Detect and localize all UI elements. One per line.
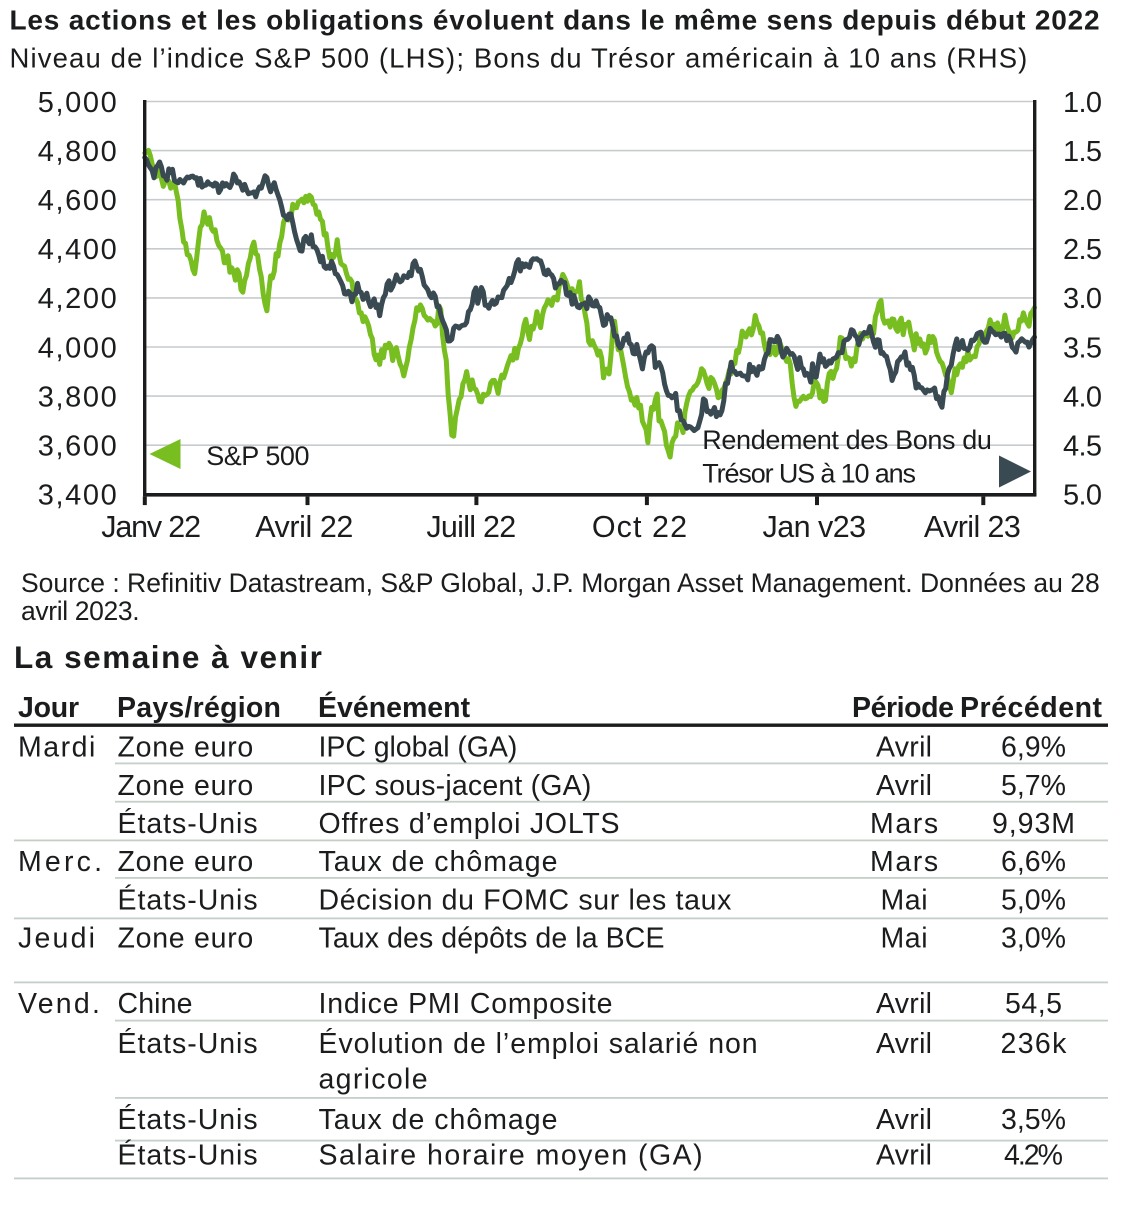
svg-text:Zone euro: Zone euro — [118, 732, 255, 764]
svg-text:5,000: 5,000 — [38, 87, 119, 119]
svg-text:La semaine à venir: La semaine à venir — [14, 639, 323, 675]
svg-text:3.5: 3.5 — [1063, 332, 1101, 364]
svg-text:Pays/région: Pays/région — [117, 692, 281, 724]
svg-text:Taux des dépôts de la BCE: Taux des dépôts de la BCE — [319, 922, 665, 954]
svg-text:3,800: 3,800 — [38, 381, 119, 413]
svg-text:Chine: Chine — [118, 988, 193, 1020]
svg-text:3,600: 3,600 — [38, 431, 119, 463]
svg-text:3,400: 3,400 — [38, 480, 119, 512]
svg-text:États-Unis: États-Unis — [118, 885, 259, 917]
svg-text:4,600: 4,600 — [38, 185, 119, 217]
svg-text:Taux de chômage: Taux de chômage — [319, 846, 559, 878]
svg-text:Événement: Événement — [318, 692, 471, 724]
svg-text:Avril: Avril — [876, 732, 932, 764]
svg-text:9,93M: 9,93M — [992, 808, 1076, 840]
svg-text:4,400: 4,400 — [38, 234, 119, 266]
svg-text:agricole: agricole — [319, 1063, 429, 1095]
svg-text:54,5: 54,5 — [1005, 988, 1063, 1020]
svg-text:6,6%: 6,6% — [1001, 846, 1066, 878]
svg-text:avril 2023.: avril 2023. — [21, 596, 139, 626]
svg-text:4,200: 4,200 — [38, 283, 119, 315]
svg-text:Les actions et les obligations: Les actions et les obligations évoluent … — [10, 5, 1101, 36]
svg-text:2.0: 2.0 — [1063, 185, 1101, 217]
svg-text:5,0%: 5,0% — [1001, 885, 1066, 917]
svg-text:4.5: 4.5 — [1063, 431, 1101, 463]
svg-text:2.5: 2.5 — [1063, 234, 1101, 266]
svg-text:Avril 22: Avril 22 — [255, 510, 353, 544]
svg-text:5.0: 5.0 — [1063, 480, 1101, 512]
svg-text:Zone euro: Zone euro — [118, 770, 255, 802]
svg-text:Avril: Avril — [876, 1104, 932, 1136]
svg-text:3,5%: 3,5% — [1001, 1104, 1066, 1136]
svg-text:3,0%: 3,0% — [1001, 922, 1066, 954]
svg-text:Évolution de l’emploi salarié: Évolution de l’emploi salarié non — [319, 1028, 759, 1060]
svg-text:Mai: Mai — [881, 885, 929, 917]
svg-text:IPC global (GA): IPC global (GA) — [319, 732, 518, 764]
svg-text:Mars: Mars — [870, 808, 940, 840]
svg-text:5,7%: 5,7% — [1001, 770, 1066, 802]
svg-text:236k: 236k — [1001, 1028, 1068, 1060]
svg-text:Mai: Mai — [881, 922, 929, 954]
svg-text:Avril: Avril — [876, 770, 932, 802]
svg-text:Trésor US à 10 ans: Trésor US à 10 ans — [702, 459, 915, 489]
svg-text:États-Unis: États-Unis — [118, 808, 259, 840]
svg-text:4,800: 4,800 — [38, 136, 119, 168]
svg-text:Précédent: Précédent — [960, 692, 1103, 724]
svg-text:4,000: 4,000 — [38, 332, 119, 364]
svg-text:Décision du FOMC sur les taux: Décision du FOMC sur les taux — [319, 885, 733, 917]
svg-text:Vend.: Vend. — [18, 988, 102, 1020]
svg-text:1.0: 1.0 — [1063, 87, 1101, 119]
svg-text:États-Unis: États-Unis — [118, 1028, 259, 1060]
svg-text:Jan v23: Jan v23 — [763, 510, 866, 544]
svg-text:Mardi: Mardi — [18, 732, 97, 764]
svg-text:Zone euro: Zone euro — [118, 846, 255, 878]
svg-text:Jeudi: Jeudi — [18, 922, 97, 954]
svg-text:Avril: Avril — [876, 1028, 932, 1060]
svg-text:4.0: 4.0 — [1063, 381, 1101, 413]
svg-text:Source : Refinitiv Datastream,: Source : Refinitiv Datastream, S&P Globa… — [21, 568, 1100, 598]
svg-text:IPC sous-jacent (GA): IPC sous-jacent (GA) — [319, 770, 592, 802]
svg-text:Taux de chômage: Taux de chômage — [319, 1104, 559, 1136]
svg-text:États-Unis: États-Unis — [118, 1104, 259, 1136]
svg-text:Rendement des Bons du: Rendement des Bons du — [702, 425, 991, 455]
svg-text:Indice PMI Composite: Indice PMI Composite — [319, 988, 614, 1020]
svg-text:6,9%: 6,9% — [1001, 732, 1066, 764]
svg-text:Avril 23: Avril 23 — [924, 510, 1020, 544]
svg-text:Oct 22: Oct 22 — [592, 510, 688, 544]
svg-text:1.5: 1.5 — [1063, 136, 1101, 168]
svg-text:Niveau de l’indice S&P 500 (LH: Niveau de l’indice S&P 500 (LHS); Bons d… — [10, 43, 1029, 74]
svg-text:Zone euro: Zone euro — [118, 922, 255, 954]
svg-text:Juill 22: Juill 22 — [426, 510, 515, 544]
svg-text:S&P 500: S&P 500 — [206, 441, 309, 471]
svg-text:Période: Période — [852, 692, 954, 724]
svg-text:Merc.: Merc. — [18, 846, 105, 878]
svg-text:Avril: Avril — [876, 1140, 932, 1172]
svg-text:Salaire horaire moyen (GA): Salaire horaire moyen (GA) — [319, 1140, 705, 1172]
svg-text:Avril: Avril — [876, 988, 932, 1020]
svg-text:Jour: Jour — [18, 692, 79, 724]
svg-text:4.2%: 4.2% — [1004, 1140, 1063, 1172]
svg-text:Mars: Mars — [870, 846, 940, 878]
svg-text:États-Unis: États-Unis — [118, 1140, 259, 1172]
svg-text:Offres d’emploi JOLTS: Offres d’emploi JOLTS — [319, 808, 621, 840]
svg-text:3.0: 3.0 — [1063, 283, 1101, 315]
svg-text:Janv 22: Janv 22 — [101, 510, 200, 544]
